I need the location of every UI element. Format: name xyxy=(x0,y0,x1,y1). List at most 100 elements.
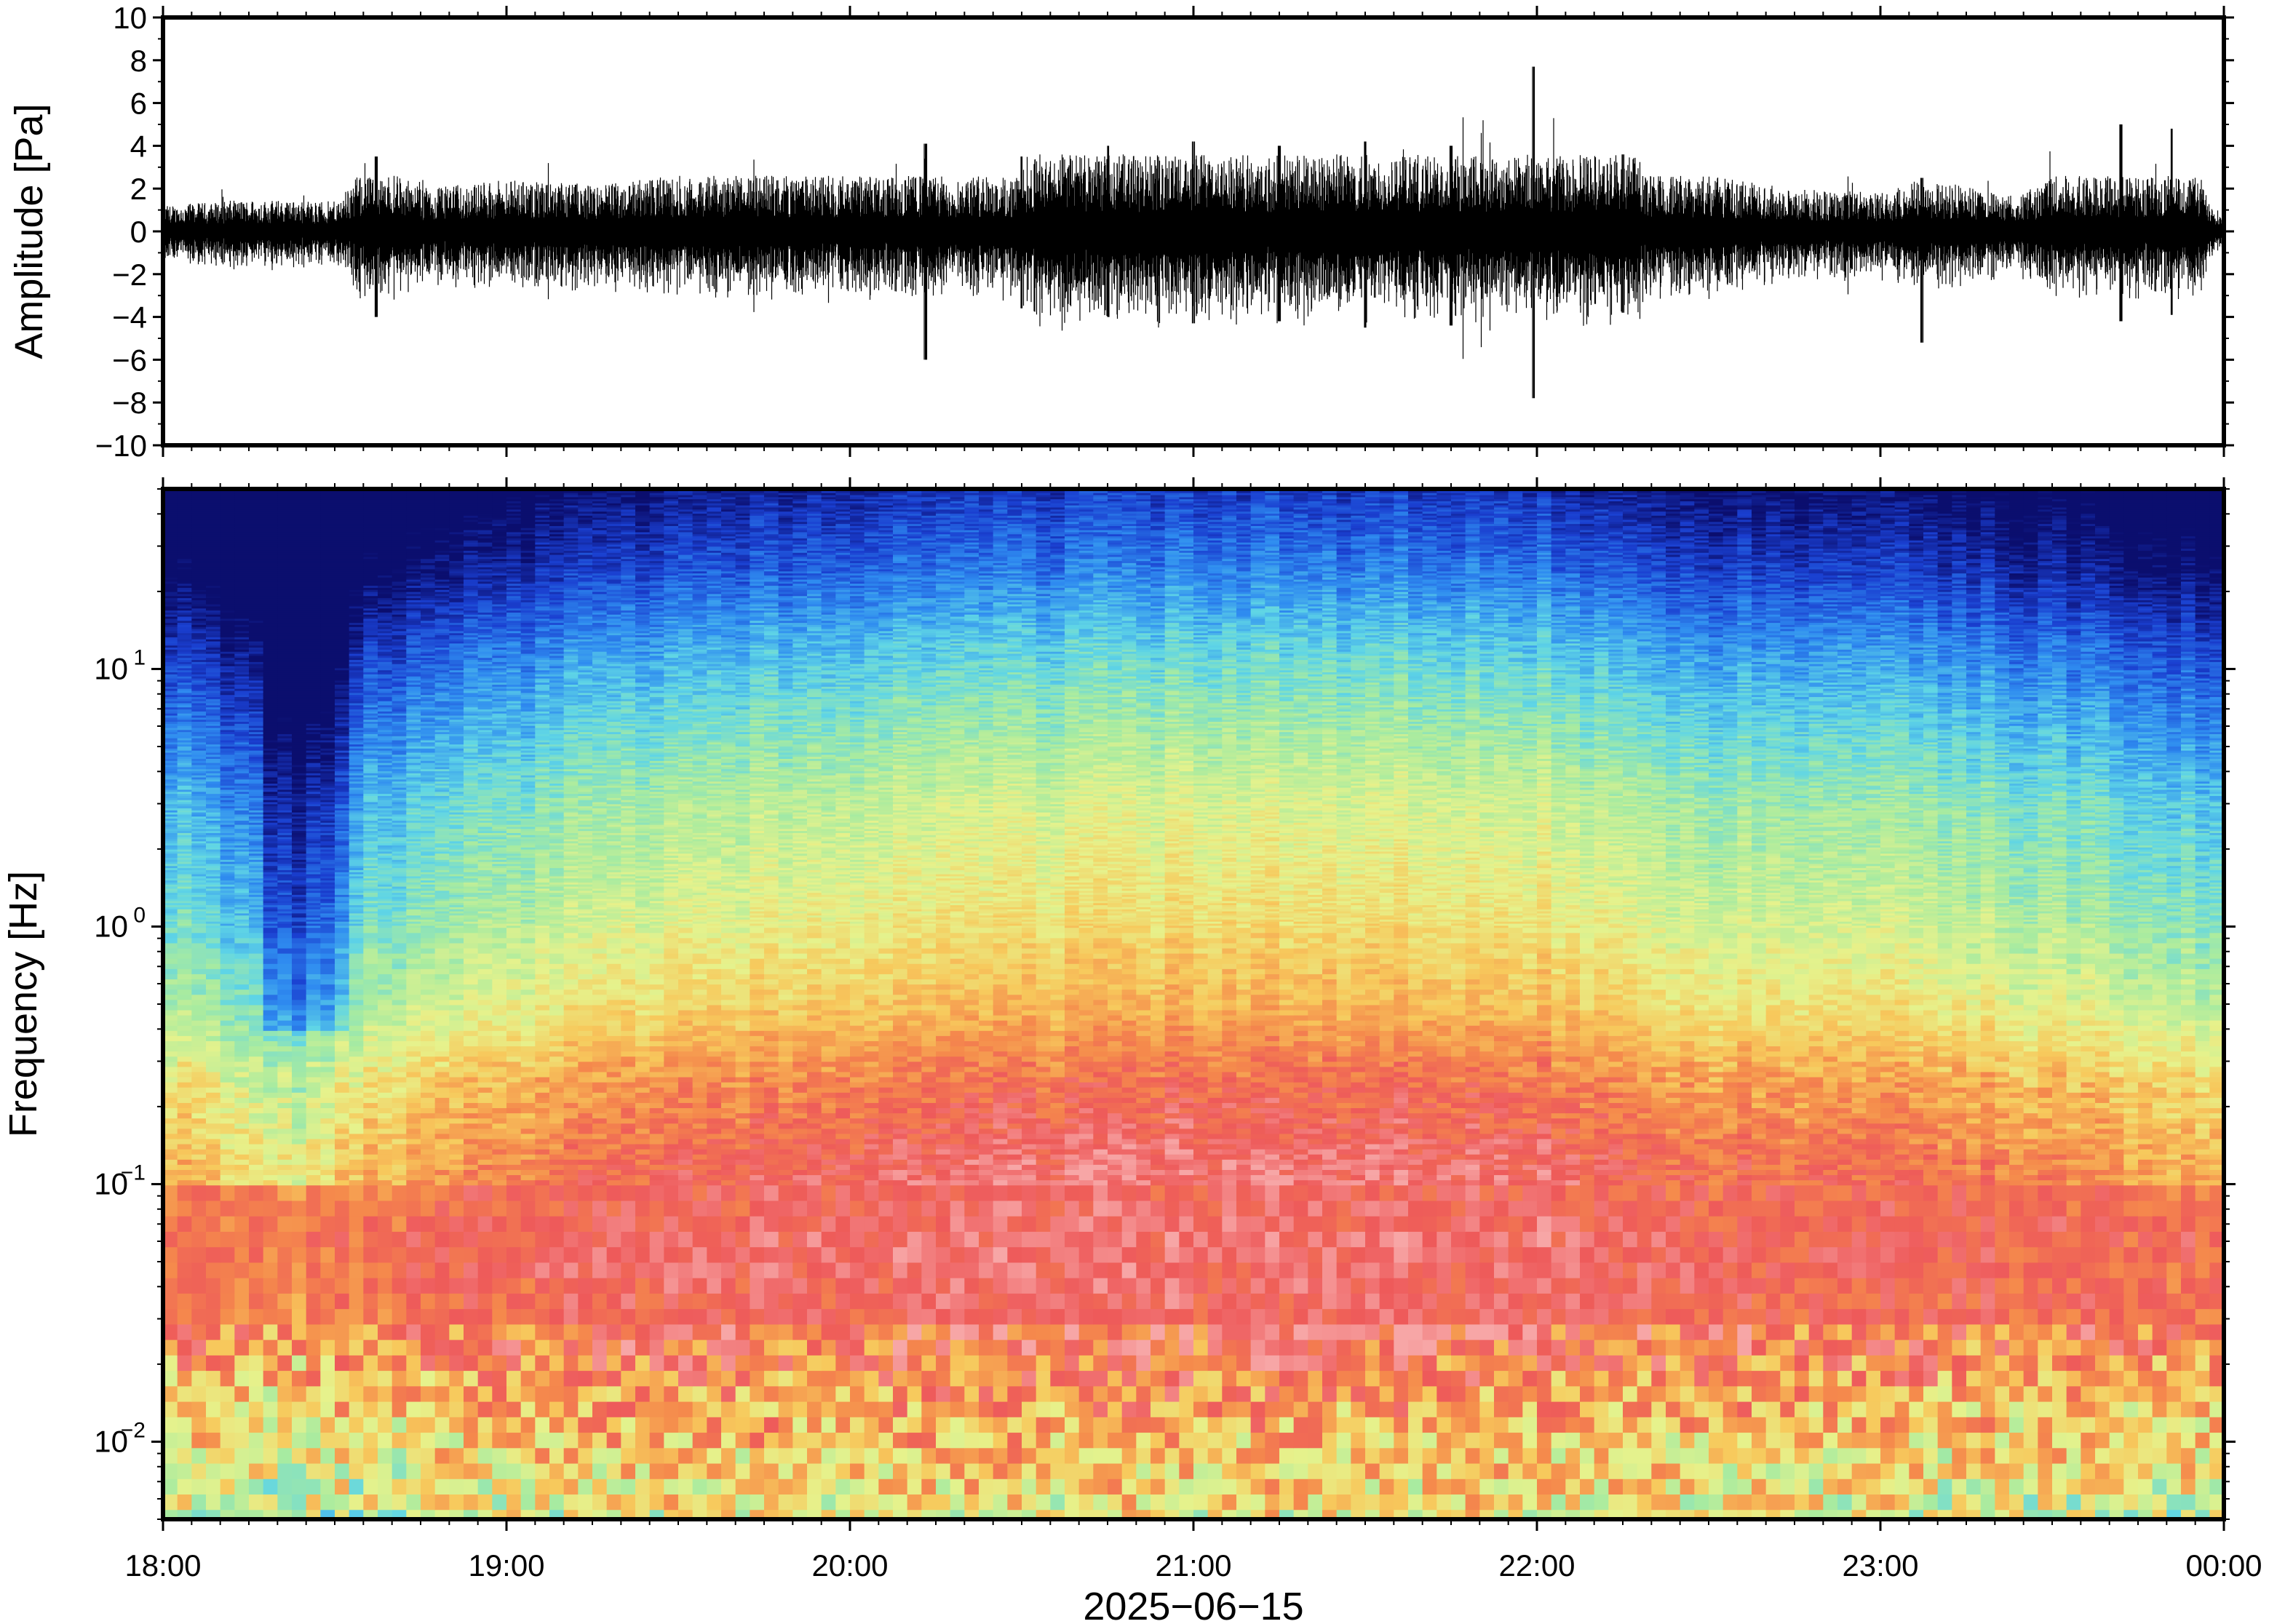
spectrogram-cell xyxy=(263,1278,278,1294)
spectrogram-cell xyxy=(249,1185,263,1201)
spectrogram-cell xyxy=(263,1150,278,1155)
spectrogram-cell xyxy=(163,1165,178,1171)
spectrogram-cell xyxy=(234,1247,249,1263)
spectrogram-cell xyxy=(234,1067,249,1072)
spectrogram-cell xyxy=(178,1113,192,1119)
spectrogram-cell xyxy=(249,969,263,975)
spectrogram-cell xyxy=(206,1433,220,1449)
spectrogram-cell xyxy=(292,1062,306,1067)
spectrogram-cell xyxy=(292,979,306,985)
spectrogram-cell xyxy=(263,938,278,944)
spectrogram-cell xyxy=(191,954,206,960)
spectrogram-cell xyxy=(306,959,321,965)
spectrogram-cell xyxy=(191,1247,206,1263)
spectrogram-cell xyxy=(263,959,278,965)
spectrogram-cell xyxy=(234,1340,249,1356)
spectrogram-cell xyxy=(263,954,278,960)
spectrogram-cell xyxy=(163,1134,178,1139)
spectrogram-cell xyxy=(306,1051,321,1057)
spectrogram-cell xyxy=(277,1356,292,1372)
spectrogram-cell xyxy=(306,1016,321,1022)
spectrogram-cell xyxy=(220,1232,235,1248)
spectrogram-cell xyxy=(220,1180,235,1186)
spectrogram-cell xyxy=(277,1021,292,1027)
spectrogram-cell xyxy=(163,1056,178,1062)
spectrogram-cell xyxy=(206,1041,220,1047)
spectrogram-cell xyxy=(206,1062,220,1067)
spectrogram-cell xyxy=(292,1402,306,1418)
spectrogram-cell xyxy=(263,1118,278,1124)
spectrogram-cell xyxy=(234,943,249,949)
spectrogram-cell xyxy=(263,1175,278,1181)
spectrogram-cell xyxy=(306,1021,321,1027)
spectrogram-cell xyxy=(191,1031,206,1037)
spectrogram-cell xyxy=(234,1088,249,1094)
spectrogram-cell xyxy=(249,1217,263,1233)
spectrogram-cell xyxy=(191,1175,206,1181)
spectrogram-cell xyxy=(263,1108,278,1114)
spectrogram-cell xyxy=(220,1247,235,1263)
spectrogram-cell xyxy=(163,1170,178,1176)
spectrogram-cell xyxy=(178,1021,192,1027)
spectrogram-cell xyxy=(234,1093,249,1099)
spectrogram-cell xyxy=(249,964,263,970)
spectrogram-cell xyxy=(306,1123,321,1129)
spectrogram-cell xyxy=(263,1051,278,1057)
spectrogram-cell xyxy=(263,1185,278,1201)
spectrogram-cell xyxy=(277,1083,292,1088)
spectrogram-cell xyxy=(178,1108,192,1114)
spectrogram-cell xyxy=(306,1433,321,1449)
spectrogram-cell xyxy=(234,1464,249,1480)
spectrogram-cell xyxy=(249,1031,263,1037)
spectrogram-cell xyxy=(306,969,321,975)
spectrogram-cell xyxy=(277,1103,292,1109)
spectrogram-cell xyxy=(206,1016,220,1022)
spectrogram-cell xyxy=(249,1145,263,1150)
spectrogram-cell xyxy=(163,1108,178,1114)
spectrogram-cell xyxy=(263,1088,278,1094)
spectrogram-cell xyxy=(163,1294,178,1310)
waveform-panel: 1086420−2−4−6−8−10 Amplitude [Pa] xyxy=(7,1,2234,463)
spectrogram-cell xyxy=(292,1026,306,1032)
spectrogram-cell xyxy=(277,1340,292,1356)
spectrogram-cell xyxy=(178,1062,192,1067)
spectrogram-cell xyxy=(277,1201,292,1217)
spectrogram-cell xyxy=(263,1448,278,1464)
spectrogram-cell xyxy=(292,1036,306,1042)
spectrogram-cell xyxy=(178,1026,192,1032)
spectrogram-cell xyxy=(220,1155,235,1161)
spectrogram-cell xyxy=(292,1448,306,1464)
spectrogram-cell xyxy=(178,1078,192,1083)
spectrogram-cell xyxy=(263,1155,278,1161)
spectrogram-cell xyxy=(263,1479,278,1495)
spectrogram-cell xyxy=(306,1088,321,1094)
spectrogram-cell xyxy=(178,1098,192,1104)
spectrogram-cell xyxy=(249,1062,263,1067)
spectrogram-cell xyxy=(306,1309,321,1325)
spectrogram-cell xyxy=(263,1103,278,1109)
spectrogram-cell xyxy=(292,1494,306,1510)
spectrogram-cell xyxy=(249,1170,263,1176)
spectrogram-cell xyxy=(191,990,206,995)
spectrogram-cell xyxy=(206,1278,220,1294)
spectrogram-cell xyxy=(277,1371,292,1387)
spectrogram-cell xyxy=(306,1067,321,1072)
spectrogram-cell xyxy=(220,1021,235,1027)
spectrogram-cell xyxy=(178,995,192,1000)
spectrogram-cell xyxy=(306,974,321,980)
y-tick-label: 2 xyxy=(130,172,147,206)
spectrogram-cell xyxy=(249,1356,263,1372)
spectrogram-cell xyxy=(220,1479,235,1495)
spectrogram-cell xyxy=(163,1072,178,1078)
spectrogram-cell xyxy=(206,1129,220,1134)
spectrogram-cell xyxy=(292,995,306,1000)
spectrogram-cell xyxy=(249,1088,263,1094)
spectrogram-cell xyxy=(292,1165,306,1171)
spectrogram-cell xyxy=(163,1118,178,1124)
spectrogram-cell xyxy=(277,1062,292,1067)
spectrogram-cell xyxy=(191,1479,206,1495)
spectrogram-cell xyxy=(249,959,263,965)
spectrogram-cell xyxy=(178,964,192,970)
spectrogram-cell xyxy=(234,1026,249,1032)
spectrogram-cell xyxy=(306,1155,321,1161)
